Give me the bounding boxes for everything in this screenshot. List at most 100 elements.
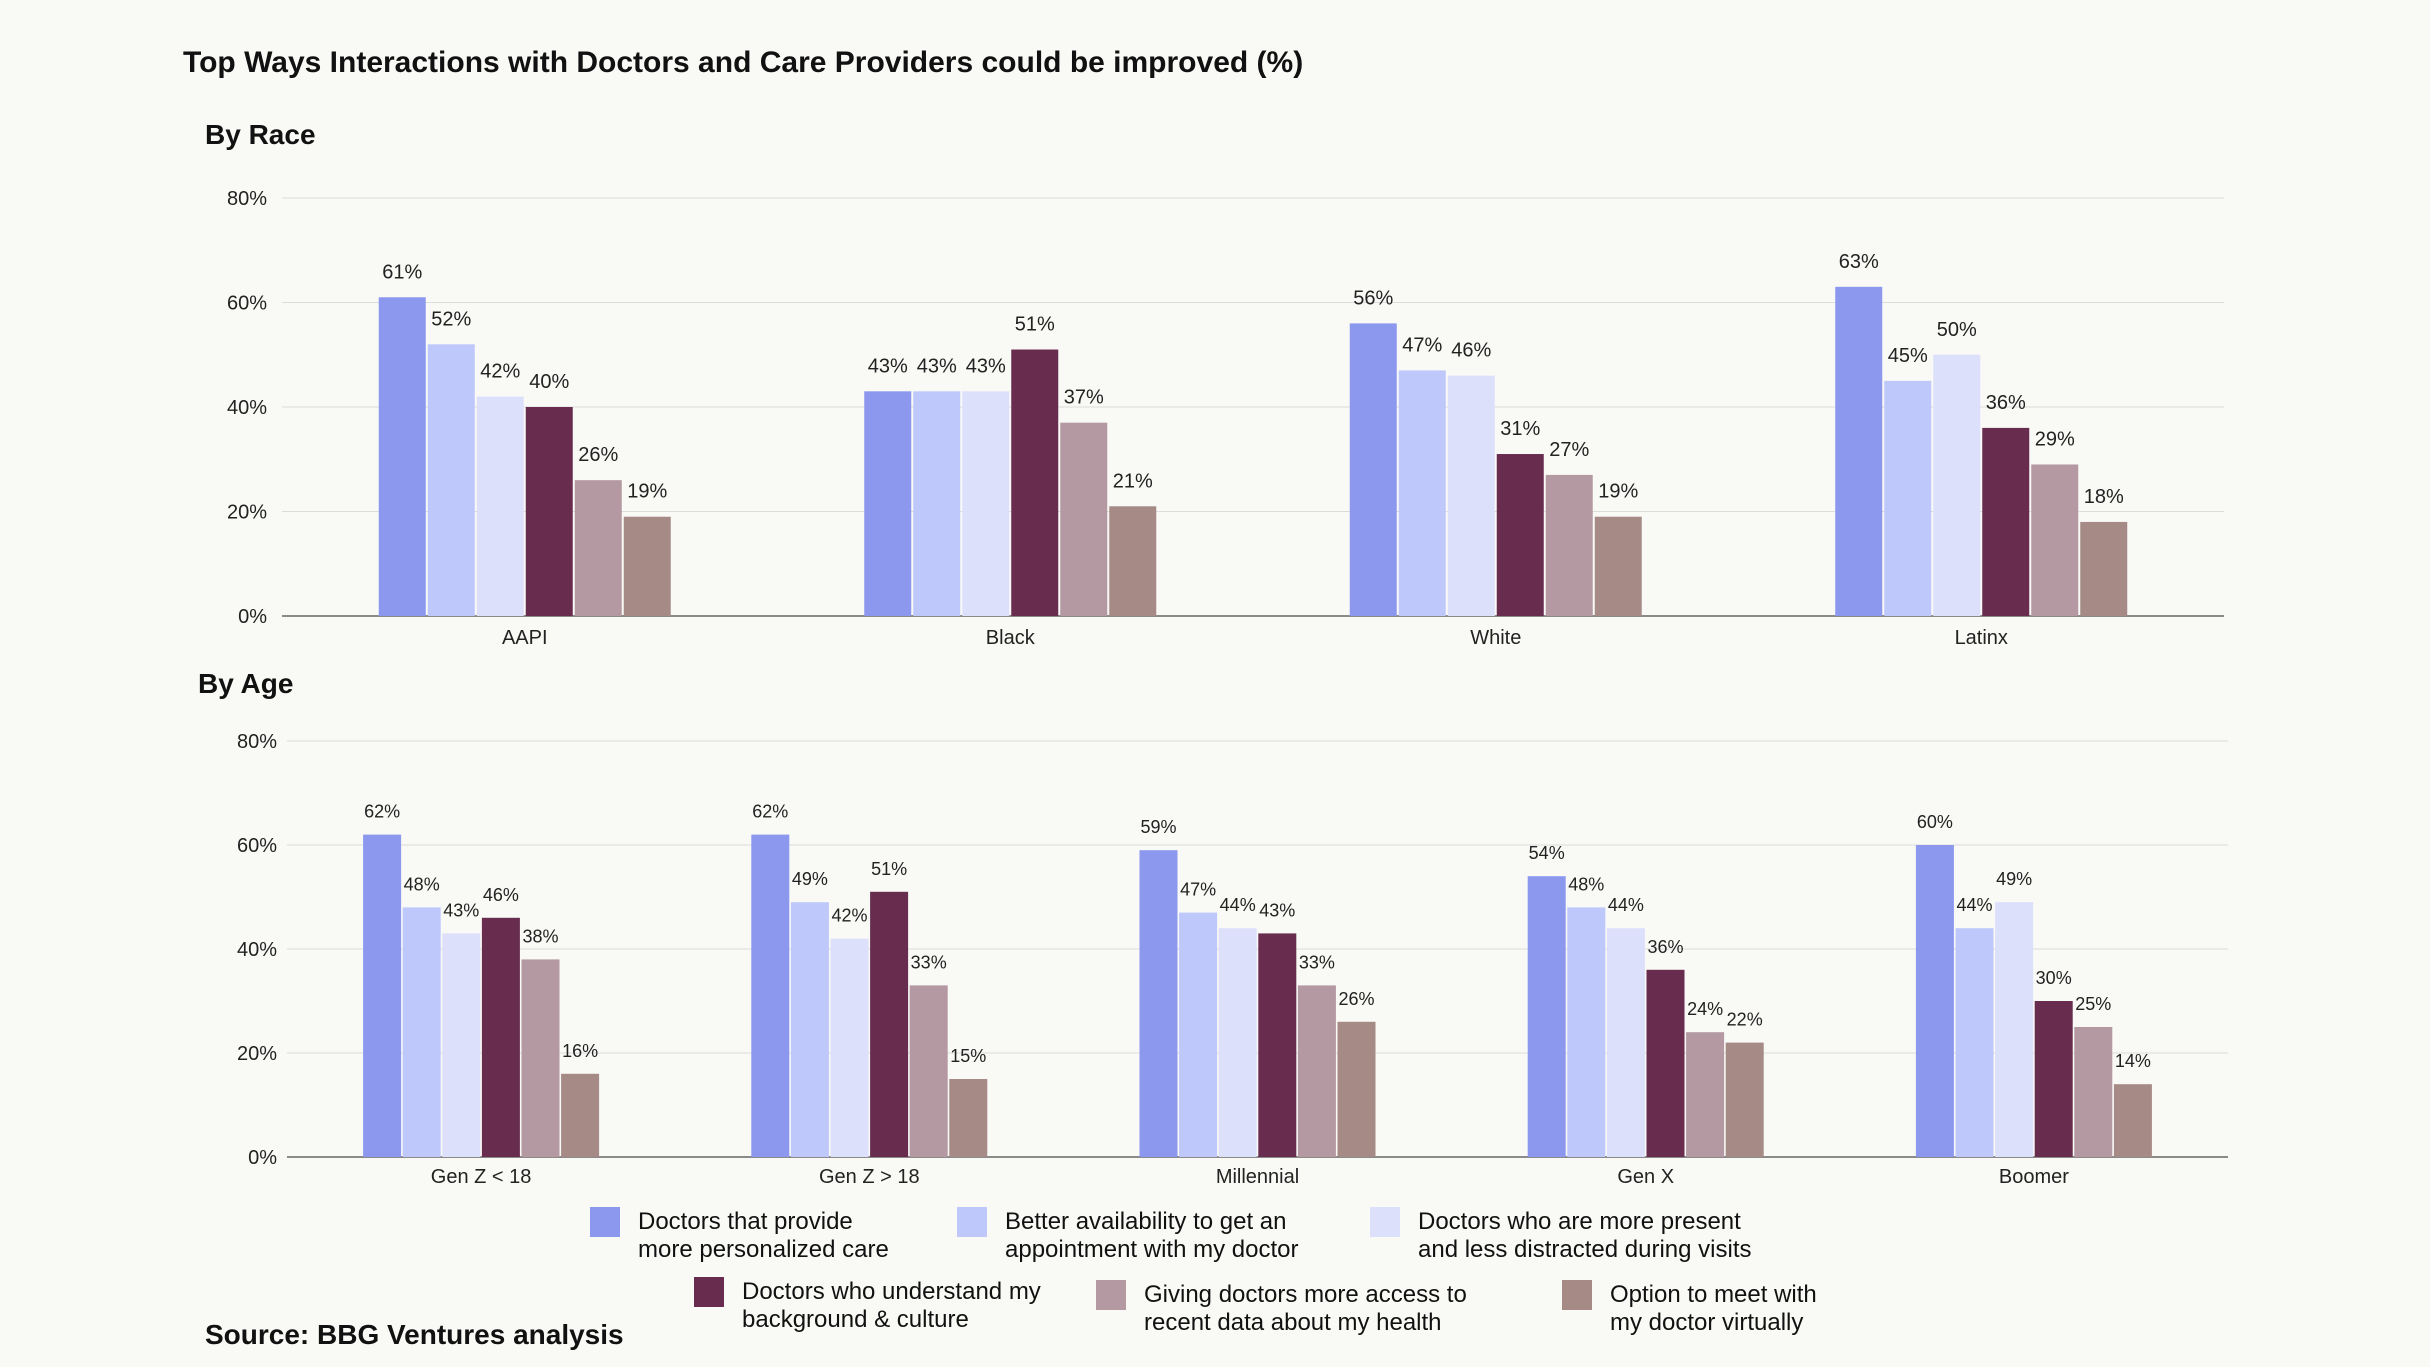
bar bbox=[1646, 969, 1685, 1157]
y-tick-label: 60% bbox=[237, 835, 277, 857]
data-label: 30% bbox=[2036, 968, 2072, 988]
bar bbox=[363, 834, 402, 1157]
bar bbox=[1995, 902, 2034, 1157]
bar bbox=[909, 985, 948, 1157]
data-label: 27% bbox=[1549, 439, 1589, 461]
data-label: 14% bbox=[2115, 1051, 2151, 1071]
data-label: 16% bbox=[562, 1041, 598, 1061]
data-label: 50% bbox=[1937, 319, 1977, 341]
bar bbox=[1955, 928, 1994, 1157]
legend-swatch bbox=[1096, 1280, 1126, 1310]
bar bbox=[521, 959, 560, 1157]
data-label: 36% bbox=[1986, 392, 2026, 414]
data-label: 46% bbox=[483, 885, 519, 905]
category-label: White bbox=[1470, 627, 1521, 649]
legend-label: Giving doctors more access to bbox=[1144, 1281, 1467, 1308]
bar bbox=[913, 391, 961, 616]
bar bbox=[1496, 454, 1544, 616]
data-label: 56% bbox=[1353, 287, 1393, 309]
bar bbox=[2034, 1001, 2073, 1157]
chart-title: Top Ways Interactions with Doctors and C… bbox=[183, 46, 1303, 79]
data-label: 47% bbox=[1180, 880, 1216, 900]
bar bbox=[1337, 1021, 1376, 1157]
data-label: 44% bbox=[1608, 895, 1644, 915]
bar bbox=[1933, 354, 1981, 616]
data-label: 54% bbox=[1529, 843, 1565, 863]
data-label: 21% bbox=[1113, 470, 1153, 492]
legend-label: Doctors that provide bbox=[638, 1208, 853, 1235]
bar bbox=[1915, 845, 1954, 1157]
category-label: Boomer bbox=[1999, 1166, 2069, 1188]
legend-item: Better availability to get anappointment… bbox=[957, 1207, 1298, 1263]
y-tick-label: 80% bbox=[227, 188, 267, 210]
data-label: 59% bbox=[1140, 817, 1176, 837]
data-label: 31% bbox=[1500, 418, 1540, 440]
y-tick-label: 80% bbox=[237, 731, 277, 753]
bar bbox=[949, 1079, 988, 1157]
category-label: AAPI bbox=[502, 627, 548, 649]
data-label: 33% bbox=[1299, 952, 1335, 972]
bar bbox=[1545, 474, 1593, 616]
data-label: 44% bbox=[1220, 895, 1256, 915]
legend-swatch bbox=[1370, 1207, 1400, 1237]
legend-swatch bbox=[694, 1277, 724, 1307]
data-label: 62% bbox=[752, 802, 788, 822]
y-tick-label: 20% bbox=[227, 502, 267, 524]
bar bbox=[1218, 928, 1257, 1157]
data-label: 19% bbox=[1598, 481, 1638, 503]
y-tick-label: 0% bbox=[248, 1147, 277, 1169]
bar bbox=[2080, 521, 2128, 616]
y-tick-label: 40% bbox=[237, 939, 277, 961]
legend-swatch bbox=[957, 1207, 987, 1237]
data-label: 33% bbox=[911, 952, 947, 972]
data-label: 43% bbox=[917, 355, 957, 377]
data-label: 38% bbox=[522, 926, 558, 946]
bar bbox=[378, 297, 426, 616]
y-tick-label: 60% bbox=[227, 293, 267, 315]
bar bbox=[1109, 506, 1157, 616]
bar bbox=[2031, 464, 2079, 616]
bar bbox=[1398, 370, 1446, 616]
bar bbox=[574, 480, 622, 616]
category-label: Black bbox=[986, 627, 1036, 649]
data-label: 60% bbox=[1917, 812, 1953, 832]
bar bbox=[1527, 876, 1566, 1157]
bar bbox=[1686, 1032, 1725, 1157]
data-label: 36% bbox=[1647, 937, 1683, 957]
bar bbox=[427, 344, 475, 616]
data-label: 46% bbox=[1451, 340, 1491, 362]
data-label: 40% bbox=[529, 371, 569, 393]
bar bbox=[1179, 912, 1218, 1157]
legend-label: appointment with my doctor bbox=[1005, 1236, 1298, 1263]
category-label: Gen Z > 18 bbox=[819, 1166, 920, 1188]
bar bbox=[2074, 1027, 2113, 1157]
bar bbox=[623, 516, 671, 616]
bar bbox=[1060, 422, 1108, 616]
bar bbox=[1982, 427, 2030, 616]
data-label: 48% bbox=[404, 874, 440, 894]
bar bbox=[870, 891, 909, 1157]
bar bbox=[962, 391, 1010, 616]
data-label: 45% bbox=[1888, 345, 1928, 367]
bar bbox=[751, 834, 790, 1157]
data-label: 62% bbox=[364, 802, 400, 822]
bar bbox=[1606, 928, 1645, 1157]
bar bbox=[864, 391, 912, 616]
charts-layer: By Race 0% 20% 40% 60% 80% AAPI 61% 52% 42% 40% 26%… bbox=[198, 119, 2228, 1188]
legend-swatch bbox=[1562, 1280, 1592, 1310]
bar bbox=[1349, 323, 1397, 616]
data-label: 43% bbox=[1259, 900, 1295, 920]
data-label: 51% bbox=[871, 859, 907, 879]
bar bbox=[2113, 1084, 2152, 1157]
data-label: 42% bbox=[480, 361, 520, 383]
bar bbox=[476, 396, 524, 616]
category-label: Gen Z < 18 bbox=[431, 1166, 532, 1188]
bar bbox=[1258, 933, 1297, 1157]
bar bbox=[442, 933, 481, 1157]
data-label: 47% bbox=[1402, 334, 1442, 356]
